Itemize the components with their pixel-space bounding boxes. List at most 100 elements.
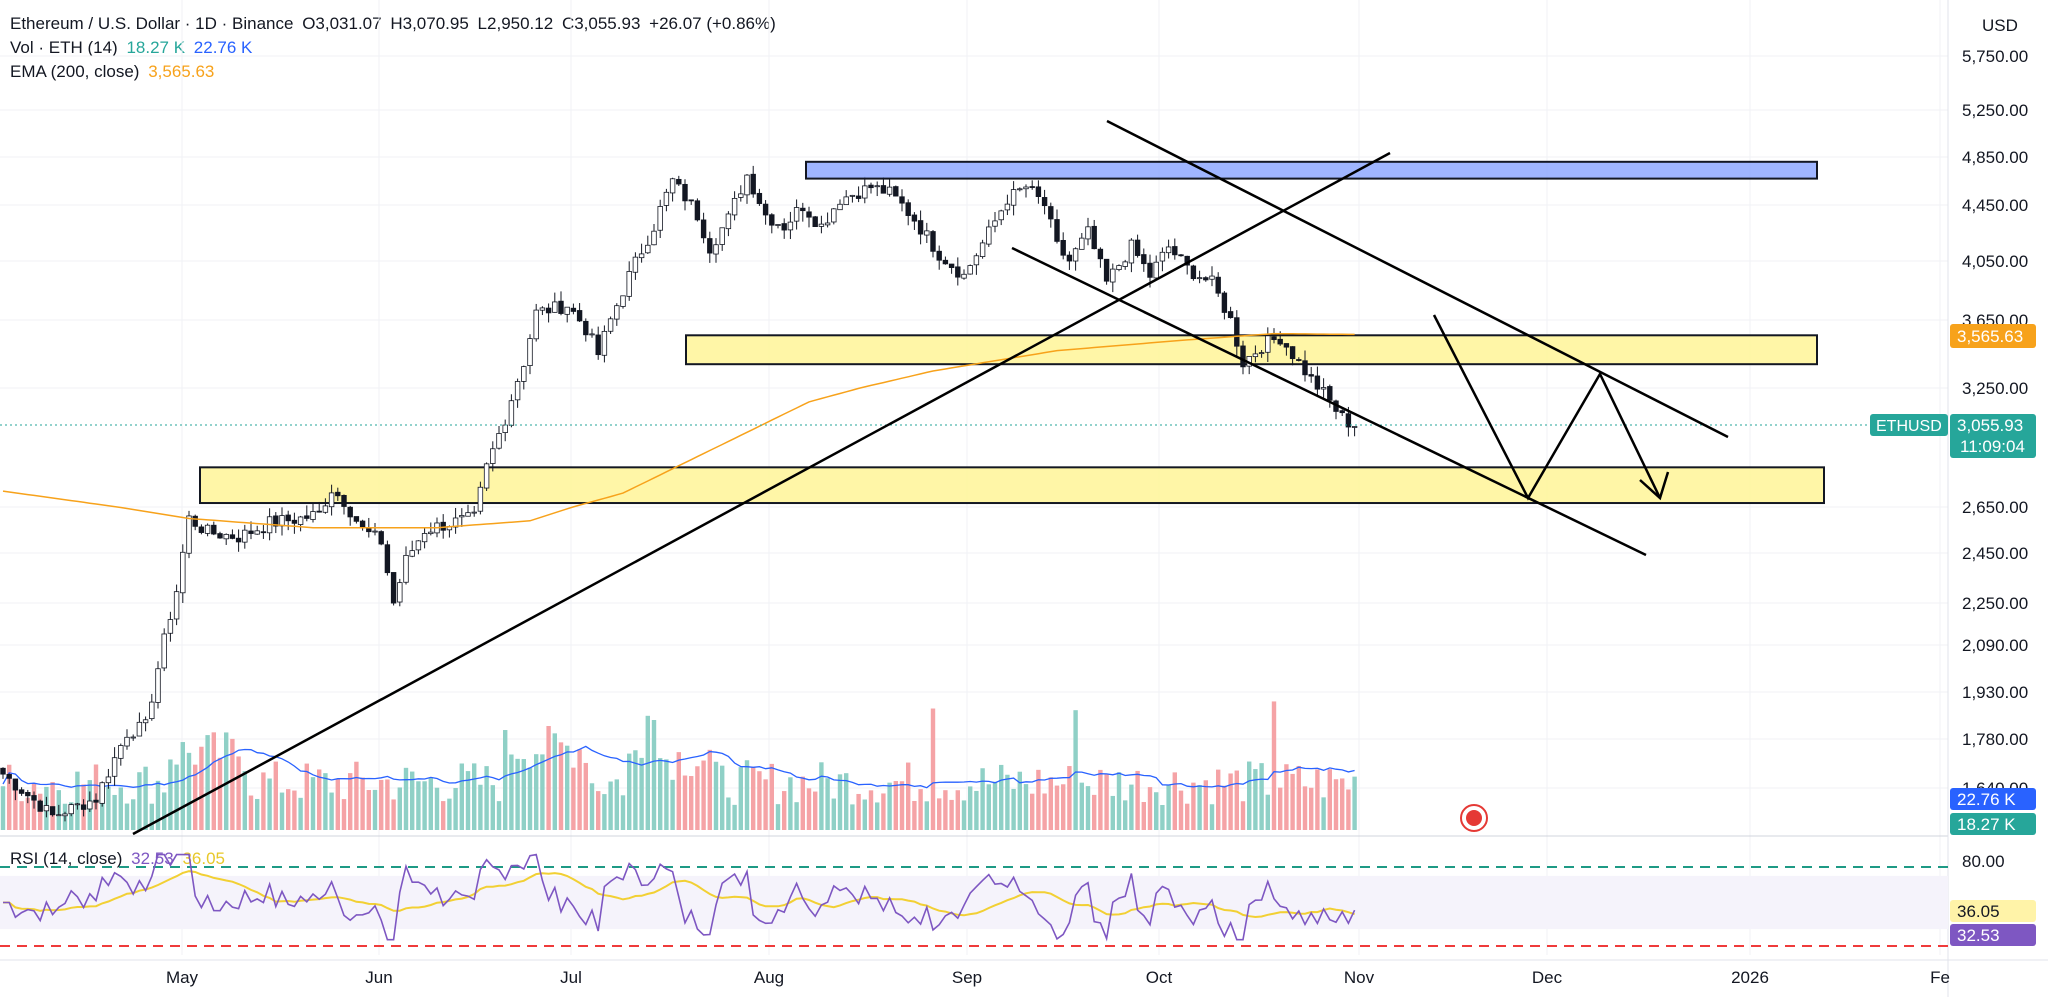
candle-body	[1060, 239, 1066, 256]
candle-body	[868, 184, 874, 189]
volume-bar	[397, 787, 402, 830]
volume-bar	[744, 760, 750, 830]
volume-bar	[1160, 804, 1165, 830]
ema-legend[interactable]: EMA (200, close) 3,565.63	[10, 62, 218, 82]
volume-bar	[162, 792, 167, 830]
volume-bar	[769, 763, 774, 830]
volume-bar	[1061, 784, 1066, 830]
candle-body	[843, 196, 849, 206]
candle-body	[731, 198, 738, 216]
volume-bar	[664, 759, 669, 830]
channel-lower-line	[1011, 246, 1647, 557]
support-zone-lower	[199, 466, 1825, 505]
volume-bar	[403, 767, 409, 830]
candle-body	[1010, 189, 1017, 206]
candle-body	[694, 200, 701, 221]
volume-bar	[775, 804, 781, 830]
candle-body	[397, 582, 403, 603]
volume-bar	[329, 792, 334, 830]
candle-body	[1234, 317, 1240, 347]
volume-bar	[459, 763, 464, 830]
candle-body	[998, 210, 1004, 221]
candle-body	[886, 186, 893, 195]
volume-bar	[1023, 784, 1029, 830]
candle-body	[1203, 277, 1209, 281]
rsi-legend[interactable]: RSI (14, close) 32.53 36.05	[10, 849, 229, 869]
volume-bar	[434, 787, 440, 830]
volume-bar	[1278, 787, 1283, 830]
volume-bar	[174, 764, 179, 830]
candle-body	[471, 511, 477, 514]
candle-body	[1221, 292, 1228, 313]
candle-body	[25, 791, 31, 797]
volume-bar	[602, 794, 607, 830]
change-value: +26.07 (+0.86%)	[649, 14, 776, 33]
volume-bar	[1253, 769, 1258, 830]
candle-body	[831, 208, 837, 223]
volume-bar	[831, 798, 836, 830]
volume-bar	[1178, 790, 1184, 830]
candle-body	[620, 295, 626, 307]
volume-bar	[608, 781, 613, 830]
volume-bar	[1259, 763, 1264, 830]
candle-body	[93, 799, 99, 803]
volume-bar	[862, 799, 867, 830]
candle-body	[1116, 265, 1122, 271]
candle-body	[1153, 261, 1159, 279]
volume-bar	[1290, 773, 1295, 830]
volume-bar	[341, 799, 347, 830]
volume-bar	[255, 798, 260, 830]
candle-body	[552, 301, 558, 313]
candle-body	[1351, 426, 1358, 428]
candle-body	[651, 230, 657, 246]
candle-body	[793, 207, 800, 222]
candle-body	[1240, 345, 1246, 368]
volume-bar	[546, 726, 551, 830]
candle-body	[1110, 268, 1116, 283]
time-tick-label: Oct	[1146, 968, 1173, 987]
candle-body	[1048, 206, 1054, 220]
candle-body	[924, 230, 930, 236]
price-tick-label: 2,250.00	[1962, 594, 2028, 613]
time-tick-label: Fe	[1930, 968, 1950, 987]
ema-tag-text: 3,565.63	[1957, 327, 2023, 346]
candle-body	[1097, 248, 1104, 260]
candle-body	[483, 463, 490, 489]
candle-body	[353, 516, 360, 522]
candle-body	[291, 519, 298, 524]
price-tick-label: 5,250.00	[1962, 101, 2028, 120]
time-tick-label: May	[166, 968, 199, 987]
candle-body	[409, 550, 415, 557]
volume-tag	[1950, 813, 2036, 835]
volume-bar	[992, 781, 998, 830]
volume-bar	[1147, 787, 1153, 830]
candle-body	[322, 505, 329, 513]
volume-bar	[1191, 782, 1196, 830]
volume-legend[interactable]: Vol · ETH (14) 18.27 K 22.76 K	[10, 38, 256, 58]
volume-bar	[1284, 764, 1289, 830]
candle-body	[180, 551, 186, 594]
volume-bar	[447, 798, 452, 830]
volume-bar	[75, 771, 80, 830]
rsi-ma-value: 36.05	[182, 849, 225, 868]
volume-bar	[1346, 789, 1351, 830]
us-flag-icon-inner	[1466, 810, 1482, 826]
volume-bar	[924, 801, 929, 830]
candle-body	[0, 767, 6, 775]
candle-body	[614, 305, 620, 320]
candle-body	[607, 318, 614, 332]
volume-bar	[856, 793, 861, 830]
candle-body	[229, 534, 236, 539]
volume-bar	[1228, 773, 1233, 830]
volume-bar	[472, 763, 477, 830]
volume-bar	[893, 781, 898, 830]
candle-body	[806, 211, 812, 218]
candle-body	[390, 572, 397, 604]
candle-body	[465, 512, 471, 517]
symbol-title: Ethereum / U.S. Dollar · 1D · Binance	[10, 14, 294, 33]
candle-body	[1041, 197, 1048, 207]
candle-body	[781, 223, 787, 231]
candle-body	[762, 203, 769, 216]
candle-body	[756, 192, 763, 204]
